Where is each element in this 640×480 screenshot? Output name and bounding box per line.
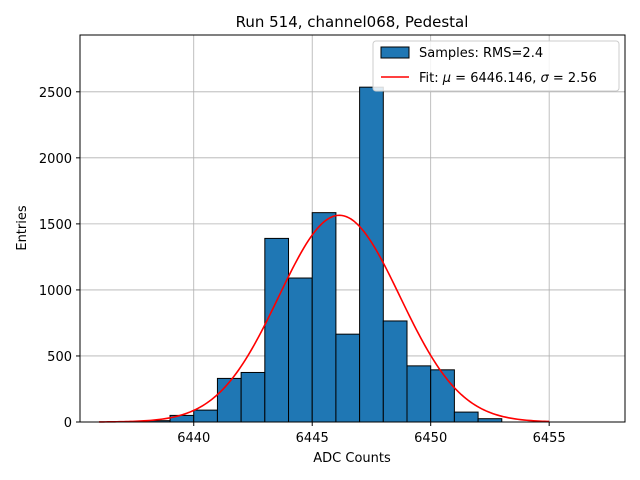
y-tick-label: 0 — [64, 416, 72, 431]
legend: Samples: RMS=2.4 Fit: μ = 6446.146, σ = … — [372, 40, 620, 92]
legend-fit-sigma-value: = 2.56 — [549, 71, 597, 86]
y-axis-label: Entries — [15, 205, 30, 251]
legend-label-fit: Fit: μ = 6446.146, σ = 2.56 — [419, 71, 597, 86]
histogram-bar — [311, 212, 337, 423]
legend-fit-prefix: Fit: — [419, 71, 443, 86]
y-tick-label: 2500 — [39, 86, 72, 101]
histogram-bar — [264, 237, 290, 423]
x-axis-label: ADC Counts — [313, 451, 391, 466]
x-tick-label: 6455 — [533, 431, 566, 446]
y-tick-label: 500 — [47, 350, 72, 365]
legend-fit-sigma-symbol: σ — [541, 71, 550, 86]
histogram-bar — [453, 411, 479, 423]
y-axis-ticks: 0 500 1000 1500 2000 2500 — [39, 86, 80, 431]
histogram-bar — [406, 365, 432, 423]
histogram-bar — [288, 277, 313, 423]
gaussian-fit-curve — [98, 214, 550, 423]
x-axis-ticks: 6440 6445 6450 6455 — [177, 422, 566, 446]
histogram-bar — [335, 333, 361, 423]
legend-fit-mu-symbol: μ — [442, 71, 451, 86]
y-tick-label: 1000 — [39, 284, 72, 299]
x-tick-label: 6450 — [414, 431, 447, 446]
x-tick-label: 6440 — [177, 431, 210, 446]
legend-fit-mu-value: = 6446.146, — [451, 71, 540, 86]
histogram-bar — [216, 377, 242, 423]
legend-label-samples: Samples: RMS=2.4 — [419, 46, 543, 61]
histogram-bars — [145, 86, 503, 423]
histogram-bar — [359, 86, 384, 423]
x-tick-label: 6445 — [296, 431, 329, 446]
legend-swatch-samples — [380, 46, 410, 59]
histogram-bar — [193, 409, 218, 423]
y-tick-label: 1500 — [39, 218, 72, 233]
histogram-bar — [240, 371, 266, 423]
legend-box — [372, 40, 620, 92]
histogram-bar — [382, 320, 408, 423]
y-tick-label: 2000 — [39, 152, 72, 167]
histogram-bar — [430, 369, 455, 423]
chart-title: Run 514, channel068, Pedestal — [236, 13, 469, 31]
plot-frame — [79, 34, 626, 423]
